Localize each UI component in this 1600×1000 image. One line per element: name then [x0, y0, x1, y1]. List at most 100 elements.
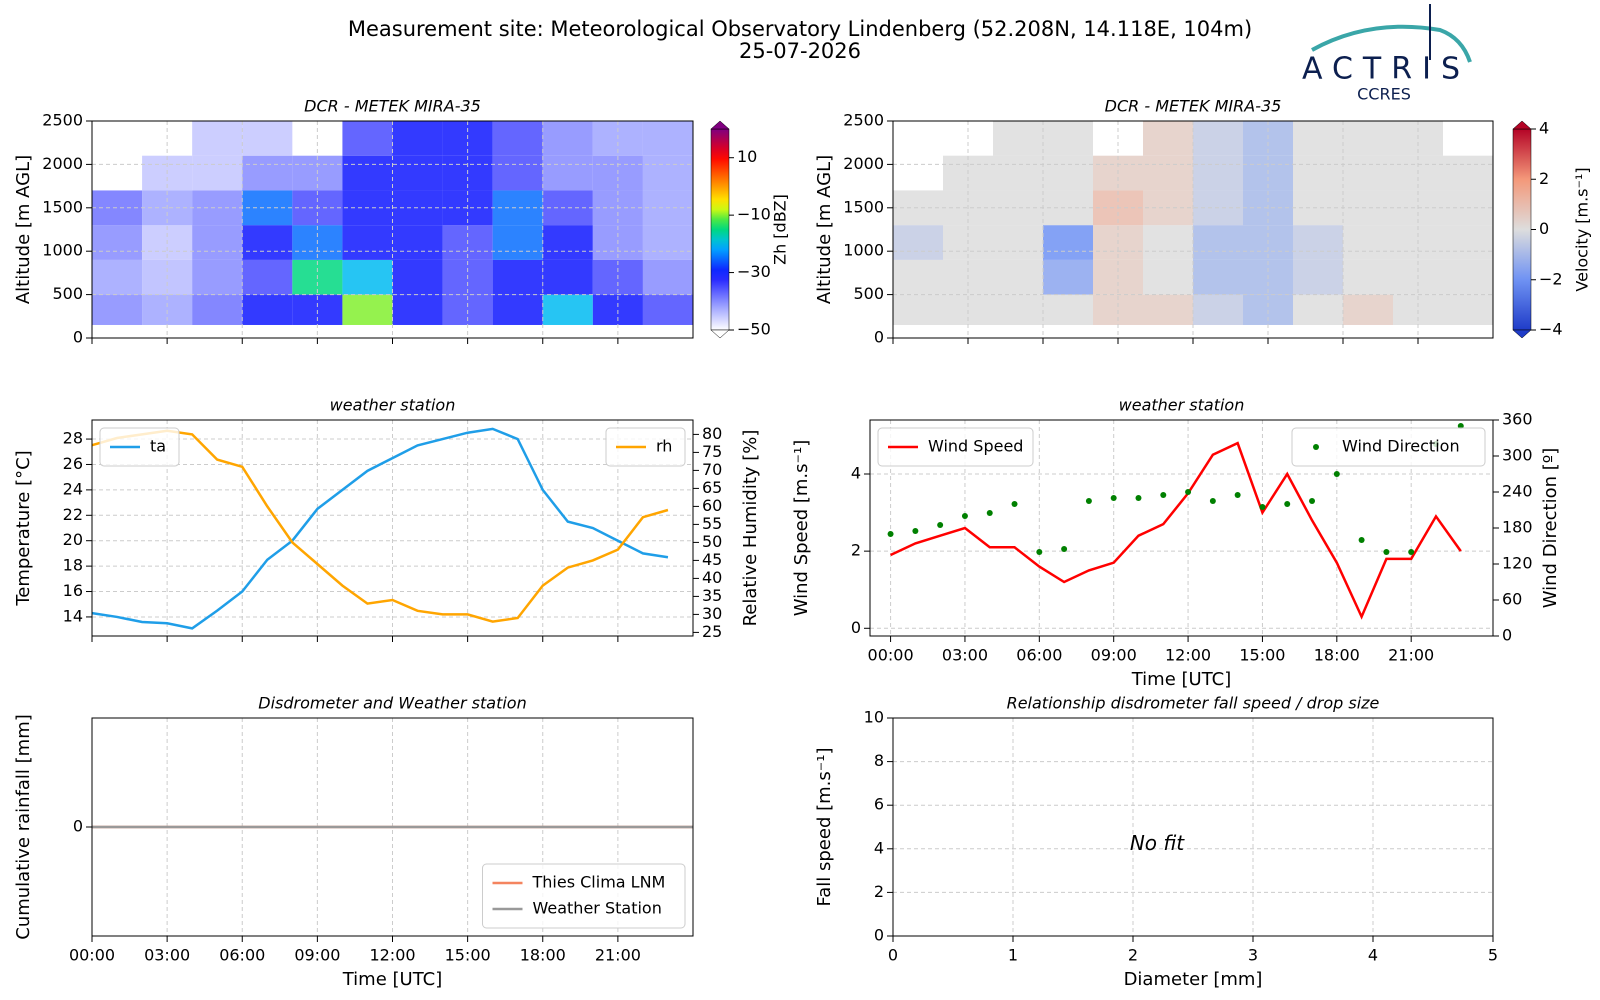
- colorbar-tick-label: 0: [1539, 219, 1549, 238]
- y-tick-label: 14: [63, 606, 83, 625]
- colorbar: [710, 128, 730, 331]
- heatmap-cell: [542, 294, 593, 325]
- heatmap-cell: [1293, 155, 1343, 191]
- series-line: [91, 427, 669, 630]
- heatmap-cell: [993, 121, 1043, 156]
- x-axis-label: Time [UTC]: [1131, 669, 1232, 690]
- y2-tick-label: 240: [1502, 482, 1533, 501]
- heatmap-cell: [642, 294, 693, 325]
- heatmap-cell: [642, 155, 693, 191]
- heatmap-cell: [242, 155, 293, 191]
- x-tick-label: 00:00: [69, 946, 115, 965]
- panel: 0 1 2 3 4 5 0 2 4 6 8 10 Relationship disdrometer fa…: [814, 694, 1498, 991]
- heatmap-cell: [192, 121, 243, 156]
- y-tick-label: 24: [63, 479, 83, 498]
- heatmap-cell: [342, 225, 393, 260]
- heatmap-cell: [1143, 155, 1193, 191]
- legend-label: rh: [656, 437, 672, 456]
- heatmap-cell: [1293, 225, 1343, 260]
- y-tick-label: 26: [63, 454, 83, 473]
- heatmap-cell: [1193, 225, 1243, 260]
- panel: 00:00 03:00 06:00 09:00 12:00 15:00 18:00 21:00…: [13, 694, 694, 990]
- heatmap-cell: [993, 259, 1043, 295]
- heatmap-cell: [1043, 225, 1093, 260]
- plot-frame: [91, 120, 694, 339]
- marker: [1085, 498, 1092, 504]
- y-tick-label: 0: [73, 328, 83, 347]
- marker: [887, 531, 894, 537]
- heatmap-cell: [1143, 225, 1193, 260]
- y-tick-label: 6: [874, 795, 884, 814]
- panel-title: Relationship disdrometer fall speed / dr…: [1007, 694, 1380, 713]
- x-tick-label: 3: [1248, 946, 1258, 965]
- y-tick-label: 2: [874, 882, 884, 901]
- x-tick-label: 21:00: [1388, 646, 1434, 665]
- heatmap-cell: [1293, 294, 1343, 325]
- panel-title: Disdrometer and Weather station: [258, 694, 526, 713]
- x-tick-label: 18:00: [520, 946, 566, 965]
- heatmap-cell: [1293, 121, 1343, 156]
- marker: [1160, 492, 1167, 498]
- page-date: 25-07-2026: [739, 39, 861, 63]
- y2-tick-label: 75: [702, 442, 722, 461]
- y2-tick-label: 35: [702, 586, 722, 605]
- y-tick-label: 1500: [843, 197, 884, 216]
- legend: Thies Clima LNM Weather Station: [482, 863, 686, 929]
- y-tick-label: 4: [851, 464, 861, 483]
- marker: [1284, 501, 1291, 507]
- y-tick-label: 22: [63, 505, 83, 524]
- heatmap-cell: [1343, 121, 1393, 156]
- panel: 0 500 1000 1500 2000 2500 DCR - METEK MIRA-35 A…: [814, 97, 1592, 347]
- x-tick-label: 06:00: [219, 946, 265, 965]
- heatmap-cell: [342, 259, 393, 295]
- y2-tick-label: 360: [1502, 410, 1533, 429]
- y2-tick-label: 30: [702, 604, 722, 623]
- colorbar-tick-label: −30: [737, 262, 771, 281]
- legend-label: ta: [150, 437, 166, 456]
- y-axis-label: Altitude [m AGL]: [814, 155, 835, 304]
- marker: [1383, 549, 1390, 555]
- panel-title: DCR - METEK MIRA-35: [1105, 97, 1282, 116]
- heatmap-cell: [192, 294, 243, 325]
- page-title: Measurement site: Meteorological Observa…: [348, 17, 1252, 41]
- series-line: [91, 429, 669, 623]
- y-axis-label: Altitude [m AGL]: [13, 155, 34, 304]
- x-axis-label: Diameter [mm]: [1124, 969, 1263, 990]
- legend: ta: [99, 427, 180, 467]
- series-line: [890, 441, 1462, 620]
- y2-tick-label: 50: [702, 532, 722, 551]
- heatmap-cell: [642, 225, 693, 260]
- x-tick-label: 18:00: [1314, 646, 1360, 665]
- y-tick-label: 28: [63, 429, 83, 448]
- plot-frame: [892, 717, 1494, 937]
- heatmap-cell: [392, 294, 443, 325]
- y2-tick-label: 70: [702, 460, 722, 479]
- y2-tick-label: 60: [702, 496, 722, 515]
- heatmap-cell: [492, 259, 543, 295]
- y-tick-label: 18: [63, 556, 83, 575]
- legend-marker: [1313, 444, 1319, 450]
- heatmap-cell: [342, 121, 393, 156]
- y2-tick-label: 60: [1502, 590, 1522, 609]
- marker: [1408, 549, 1415, 555]
- heatmap-cell: [392, 121, 443, 156]
- y-tick-label: 0: [874, 926, 884, 945]
- y2-tick-label: 25: [702, 622, 722, 641]
- panel-title: weather station: [1119, 396, 1245, 415]
- y2-tick-label: 300: [1502, 446, 1533, 465]
- heatmap-cell: [192, 259, 243, 295]
- heatmap-cell: [492, 225, 543, 260]
- heatmap-cell: [1343, 225, 1393, 260]
- heatmap-cell: [542, 121, 593, 156]
- marker: [1209, 498, 1216, 504]
- marker: [1011, 501, 1018, 507]
- x-tick-label: 09:00: [294, 946, 340, 965]
- heatmap-cell: [1443, 259, 1493, 295]
- annotation: No fit: [1130, 831, 1185, 855]
- x-tick-label: 15:00: [445, 946, 491, 965]
- y-tick-label: 1500: [42, 197, 83, 216]
- heatmap-cell: [1443, 155, 1493, 191]
- x-tick-label: 09:00: [1091, 646, 1137, 665]
- colorbar-extend: [1512, 120, 1532, 130]
- y-tick-label: 1000: [42, 241, 83, 260]
